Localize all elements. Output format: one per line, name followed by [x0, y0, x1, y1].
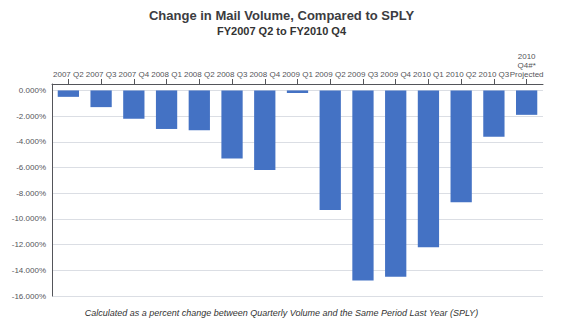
svg-text:2009 Q4: 2009 Q4	[380, 70, 411, 79]
svg-text:2009 Q2: 2009 Q2	[315, 70, 346, 79]
svg-text:2008 Q4: 2008 Q4	[249, 70, 280, 79]
svg-text:2010 Q1: 2010 Q1	[413, 70, 444, 79]
svg-text:2008 Q2: 2008 Q2	[184, 70, 215, 79]
svg-text:2010: 2010	[518, 52, 536, 61]
svg-text:2007 Q3: 2007 Q3	[86, 70, 117, 79]
svg-text:2009 Q1: 2009 Q1	[282, 70, 313, 79]
svg-text:0.000%: 0.000%	[19, 86, 46, 95]
svg-text:-4.000%: -4.000%	[16, 137, 46, 146]
svg-text:-12.000%: -12.000%	[12, 240, 46, 249]
svg-text:2008 Q1: 2008 Q1	[151, 70, 182, 79]
svg-text:Q4#*: Q4#*	[518, 61, 536, 70]
svg-text:-14.000%: -14.000%	[12, 266, 46, 275]
svg-text:FY2007 Q2 to FY2010 Q4: FY2007 Q2 to FY2010 Q4	[217, 25, 347, 37]
svg-text:Change in Mail Volume, Compare: Change in Mail Volume, Compared to SPLY	[149, 8, 414, 23]
svg-text:2007 Q2: 2007 Q2	[53, 70, 84, 79]
svg-text:Projected: Projected	[510, 70, 544, 79]
svg-text:2008 Q3: 2008 Q3	[217, 70, 248, 79]
svg-text:-10.000%: -10.000%	[12, 214, 46, 223]
svg-text:Calculated as a percent change: Calculated as a percent change between Q…	[85, 308, 478, 318]
svg-text:-8.000%: -8.000%	[16, 189, 46, 198]
svg-text:2010 Q2: 2010 Q2	[446, 70, 477, 79]
svg-text:-6.000%: -6.000%	[16, 163, 46, 172]
svg-text:2009 Q3: 2009 Q3	[348, 70, 379, 79]
svg-text:2007 Q4: 2007 Q4	[118, 70, 149, 79]
svg-text:-16.000%: -16.000%	[12, 292, 46, 301]
svg-text:-2.000%: -2.000%	[16, 112, 46, 121]
svg-text:2010 Q3: 2010 Q3	[479, 70, 510, 79]
